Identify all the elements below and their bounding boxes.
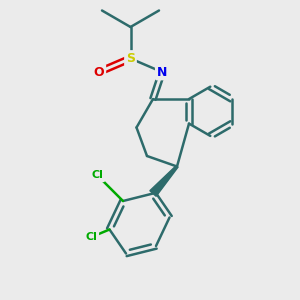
Text: Cl: Cl — [92, 170, 104, 181]
Polygon shape — [150, 166, 178, 196]
Text: N: N — [157, 65, 167, 79]
Text: Cl: Cl — [85, 232, 98, 242]
Text: S: S — [126, 52, 135, 65]
Text: O: O — [94, 65, 104, 79]
